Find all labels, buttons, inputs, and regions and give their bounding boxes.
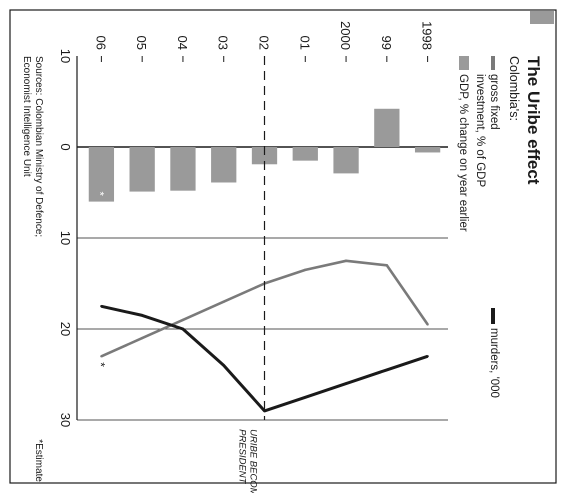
category-tick-label-3: 01 bbox=[297, 36, 312, 50]
investment-point-03 bbox=[222, 300, 225, 303]
category-tick-label-5: 03 bbox=[216, 36, 231, 50]
chart-frame bbox=[9, 9, 557, 484]
gdp-bar-05 bbox=[129, 147, 155, 192]
category-tick-label-6: 04 bbox=[175, 36, 190, 50]
source-line-2: Economist Intelligence Unit bbox=[21, 56, 32, 177]
murders-point-04 bbox=[181, 327, 185, 331]
gdp-bar-99 bbox=[374, 108, 400, 147]
murders-point-03 bbox=[222, 364, 225, 367]
category-tick-label-1: 99 bbox=[379, 36, 394, 50]
value-tick-label-0: 10 bbox=[58, 49, 73, 63]
murders-point-1998 bbox=[426, 355, 429, 358]
murders-point-99 bbox=[385, 368, 389, 372]
estimate-marker-gdp: * bbox=[93, 192, 105, 197]
murders-point-06 bbox=[100, 305, 103, 308]
uribe-event-label-0: URIBE BECOMES bbox=[248, 429, 259, 493]
category-tick-label-7: 05 bbox=[134, 36, 149, 50]
value-tick-label-2: 10 bbox=[58, 231, 73, 245]
murders-point-01 bbox=[304, 396, 307, 399]
estimate-note: *Estimate bbox=[33, 439, 44, 482]
value-tick-label-4: 30 bbox=[58, 413, 73, 427]
legend-swatch-investment bbox=[491, 56, 495, 70]
legend-label-investment-line1: gross fixed bbox=[488, 74, 500, 130]
legend-swatch-murders bbox=[491, 308, 495, 324]
investment-point-06 bbox=[100, 355, 103, 358]
murders-point-2000 bbox=[344, 382, 348, 385]
category-tick-label-8: 06 bbox=[93, 36, 108, 50]
uribe-event-label-1: PRESIDENT bbox=[237, 429, 248, 485]
rotated-chart: The Uribe effect Colombia's: gross fixed… bbox=[21, 21, 543, 493]
chart-subtitle: Colombia's: bbox=[507, 56, 521, 121]
gdp-bar-01 bbox=[292, 147, 318, 161]
gdp-bar-1998 bbox=[414, 147, 441, 153]
plot-area: 10 0 10 20 30 1998 99 2000 01 02 03 04 05 06 * * URIBE B… bbox=[58, 21, 448, 493]
murders-point-05 bbox=[140, 314, 144, 317]
gdp-bar-04 bbox=[170, 147, 196, 191]
gdp-bar-06 bbox=[88, 147, 115, 202]
investment-point-01 bbox=[304, 268, 307, 272]
estimate-marker-investment: * bbox=[93, 362, 107, 367]
gdp-bar-02 bbox=[251, 147, 278, 165]
investment-point-1998 bbox=[426, 323, 429, 326]
legend-swatch-gdp bbox=[459, 56, 469, 70]
value-tick-label-1: 0 bbox=[58, 143, 73, 150]
gdp-bar-03 bbox=[211, 147, 237, 183]
gdp-bar-2000 bbox=[333, 147, 359, 174]
murders-point-02 bbox=[263, 409, 266, 413]
category-tick-label-2: 2000 bbox=[338, 21, 353, 50]
category-tick-label-4: 02 bbox=[257, 36, 272, 50]
legend-label-investment-line2: investment, % of GDP bbox=[474, 74, 486, 187]
investment-point-2000 bbox=[344, 259, 348, 262]
investment-point-99 bbox=[385, 264, 389, 267]
category-tick-label-0: 1998 bbox=[420, 21, 435, 50]
chart-title: The Uribe effect bbox=[524, 56, 543, 185]
investment-point-05 bbox=[140, 336, 144, 340]
investment-point-04 bbox=[181, 318, 185, 322]
value-tick-label-3: 20 bbox=[58, 322, 73, 336]
legend-label-murders: murders, '000 bbox=[488, 328, 500, 398]
source-line-1: Sources: Colombian Ministry of Defence; bbox=[33, 56, 44, 237]
legend-label-gdp: GDP, % change on year earlier bbox=[457, 74, 469, 232]
corner-accent-block bbox=[530, 11, 554, 24]
